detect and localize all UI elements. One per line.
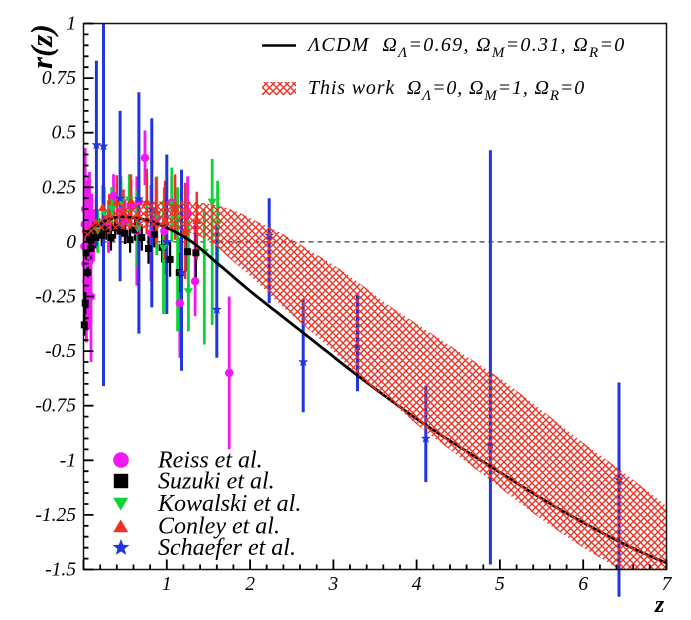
svg-text:ΛCDM ΩΛ​=0.69, ΩM​=0.31, ΩR​=: ΛCDM ΩΛ​=0.69, ΩM​=0.31, ΩR​=0 xyxy=(306,34,626,61)
svg-text:Schaefer et al.: Schaefer et al. xyxy=(158,535,296,561)
svg-text:-0.25: -0.25 xyxy=(35,287,76,308)
svg-text:Conley et al.: Conley et al. xyxy=(158,514,280,540)
svg-text:z: z xyxy=(654,592,665,618)
svg-text:-1.5: -1.5 xyxy=(45,560,76,581)
svg-text:r(z): r(z) xyxy=(24,24,59,69)
svg-text:0.5: 0.5 xyxy=(52,123,77,144)
svg-text:Kowalski et al.: Kowalski et al. xyxy=(157,491,301,517)
svg-text:1: 1 xyxy=(162,574,172,595)
svg-text:7: 7 xyxy=(662,574,673,595)
svg-text:5: 5 xyxy=(495,574,505,595)
svg-text:3: 3 xyxy=(328,574,339,595)
svg-text:Suzuki et al.: Suzuki et al. xyxy=(158,469,275,495)
svg-text:-1.25: -1.25 xyxy=(35,505,76,526)
svg-text:2: 2 xyxy=(245,574,255,595)
svg-text:This work ΩΛ​=0, ΩM​=1, ΩR​=0: This work ΩΛ​=0, ΩM​=1, ΩR​=0 xyxy=(308,77,585,104)
svg-text:Reiss et al.: Reiss et al. xyxy=(157,448,263,474)
svg-text:-1: -1 xyxy=(60,450,76,471)
svg-text:0.25: 0.25 xyxy=(42,177,76,198)
svg-text:-0.75: -0.75 xyxy=(35,396,76,417)
svg-text:0.75: 0.75 xyxy=(42,68,76,89)
svg-text:4: 4 xyxy=(412,574,422,595)
svg-text:6: 6 xyxy=(578,574,588,595)
svg-text:1: 1 xyxy=(66,14,76,35)
svg-text:0: 0 xyxy=(66,232,76,253)
svg-text:-0.5: -0.5 xyxy=(45,341,76,362)
